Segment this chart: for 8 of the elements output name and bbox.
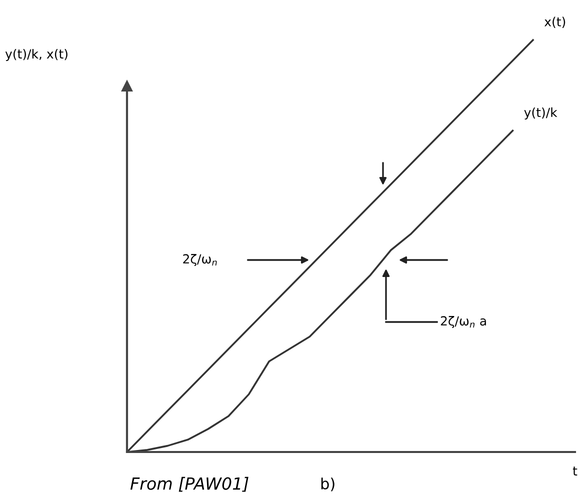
annotation: 2ζ/ω$_{n}$ a: [440, 316, 486, 328]
annotation: 2ζ/ω$_{n}$: [183, 254, 217, 266]
y-axis-title: y(t)/k, x(t): [5, 48, 68, 62]
text: b): [321, 478, 334, 492]
x-axis-title: t: [572, 466, 578, 476]
series-label: y(t)/k: [524, 107, 558, 120]
series-label: x(t): [544, 16, 566, 28]
text: From [PAW01]: [130, 476, 248, 492]
